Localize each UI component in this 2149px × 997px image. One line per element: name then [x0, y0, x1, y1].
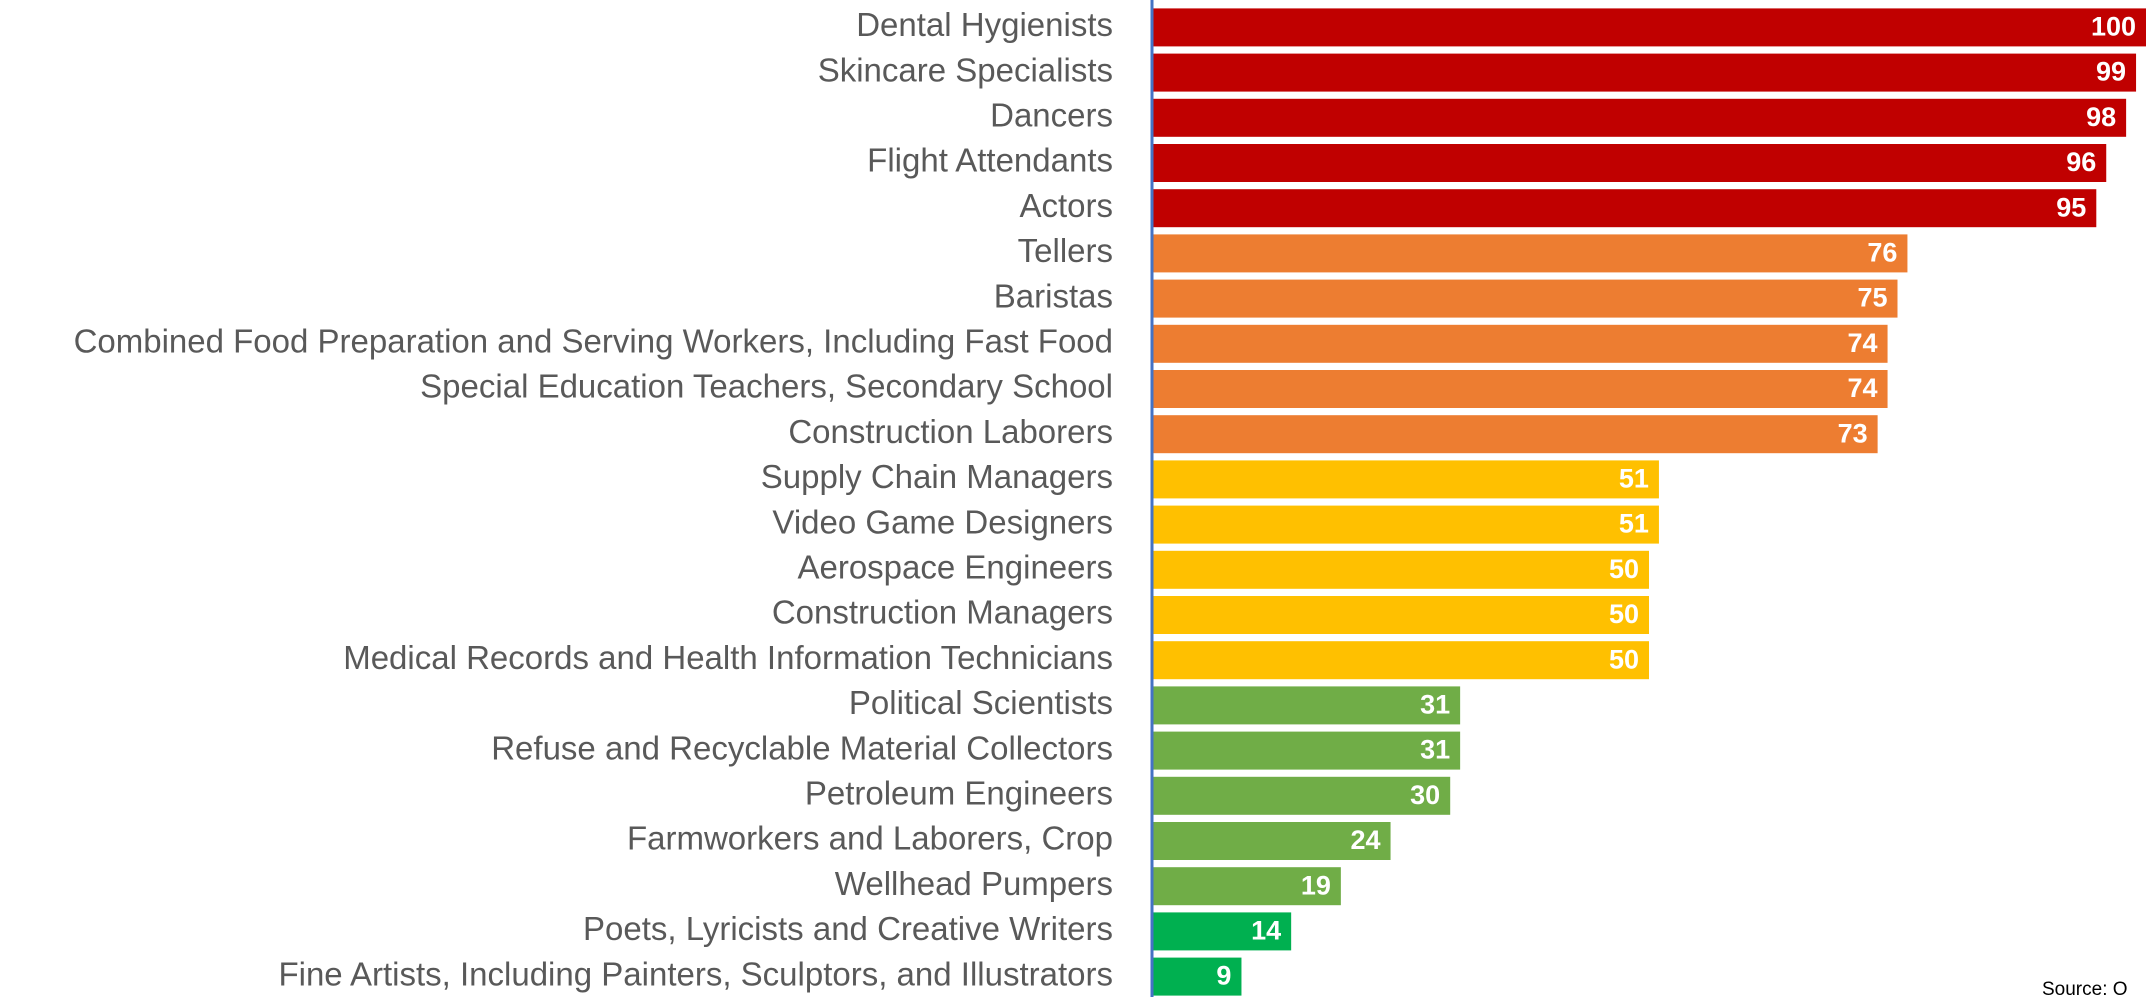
bar	[1152, 324, 1888, 363]
category-label: Baristas	[994, 277, 1113, 314]
bar	[1152, 370, 1888, 408]
category-label: Combined Food Preparation and Serving Wo…	[74, 323, 1113, 360]
category-label: Fine Artists, Including Painters, Sculpt…	[278, 955, 1113, 992]
value-label: 74	[1848, 373, 1878, 403]
value-label: 50	[1609, 554, 1639, 584]
bar	[1152, 641, 1649, 680]
category-label: Video Game Designers	[772, 503, 1113, 540]
category-label: Dancers	[990, 97, 1113, 134]
category-label: Aerospace Engineers	[797, 549, 1113, 586]
category-label: Dental Hygienists	[856, 6, 1113, 43]
bar	[1152, 144, 2107, 182]
category-label: Medical Records and Health Information T…	[343, 639, 1113, 676]
value-label: 14	[1251, 916, 1281, 946]
bar	[1152, 279, 1898, 318]
bar	[1152, 822, 1391, 860]
value-label: 100	[2091, 12, 2136, 42]
category-label: Tellers	[1018, 232, 1113, 269]
category-label: Special Education Teachers, Secondary Sc…	[420, 368, 1113, 405]
bar	[1152, 98, 2127, 137]
value-label: 51	[1619, 464, 1649, 494]
value-label: 76	[1867, 238, 1897, 268]
category-label: Petroleum Engineers	[805, 775, 1113, 812]
value-label: 31	[1420, 735, 1450, 765]
value-label: 50	[1609, 599, 1639, 629]
category-label: Supply Chain Managers	[761, 458, 1113, 495]
category-label: Skincare Specialists	[818, 51, 1113, 88]
category-label: Actors	[1019, 187, 1113, 224]
category-label: Farmworkers and Laborers, Crop	[627, 820, 1113, 857]
bar	[1152, 234, 1908, 273]
bar	[1152, 505, 1659, 544]
value-label: 9	[1216, 961, 1231, 991]
category-label: Refuse and Recyclable Material Collector…	[491, 729, 1113, 766]
bar	[1152, 596, 1649, 634]
bar	[1152, 550, 1649, 589]
value-label: 96	[2066, 147, 2096, 177]
category-label: Political Scientists	[849, 684, 1113, 721]
value-label: 31	[1420, 690, 1450, 720]
bar	[1152, 776, 1451, 815]
bar	[1152, 957, 1242, 996]
category-label: Flight Attendants	[867, 142, 1113, 179]
bar	[1152, 867, 1341, 906]
value-label: 75	[1857, 283, 1887, 313]
bar	[1152, 8, 2146, 47]
value-label: 95	[2056, 192, 2086, 222]
value-label: 73	[1838, 418, 1868, 448]
bar	[1152, 460, 1659, 499]
category-label: Poets, Lyricists and Creative Writers	[583, 910, 1113, 947]
value-label: 74	[1848, 328, 1878, 358]
value-label: 24	[1351, 825, 1381, 855]
bar	[1152, 686, 1461, 725]
bar	[1152, 415, 1878, 454]
category-label: Construction Managers	[772, 594, 1113, 631]
source-note: Source: O	[2042, 979, 2128, 997]
value-label: 19	[1301, 870, 1331, 900]
bar	[1152, 53, 2137, 92]
value-label: 51	[1619, 509, 1649, 539]
category-label: Construction Laborers	[788, 413, 1113, 450]
value-label: 50	[1609, 644, 1639, 674]
bar	[1152, 731, 1461, 770]
value-label: 99	[2096, 57, 2126, 87]
value-label: 30	[1410, 780, 1440, 810]
bar	[1152, 912, 1292, 951]
category-label: Wellhead Pumpers	[835, 865, 1113, 902]
value-label: 98	[2086, 102, 2116, 132]
bar	[1152, 189, 2097, 228]
